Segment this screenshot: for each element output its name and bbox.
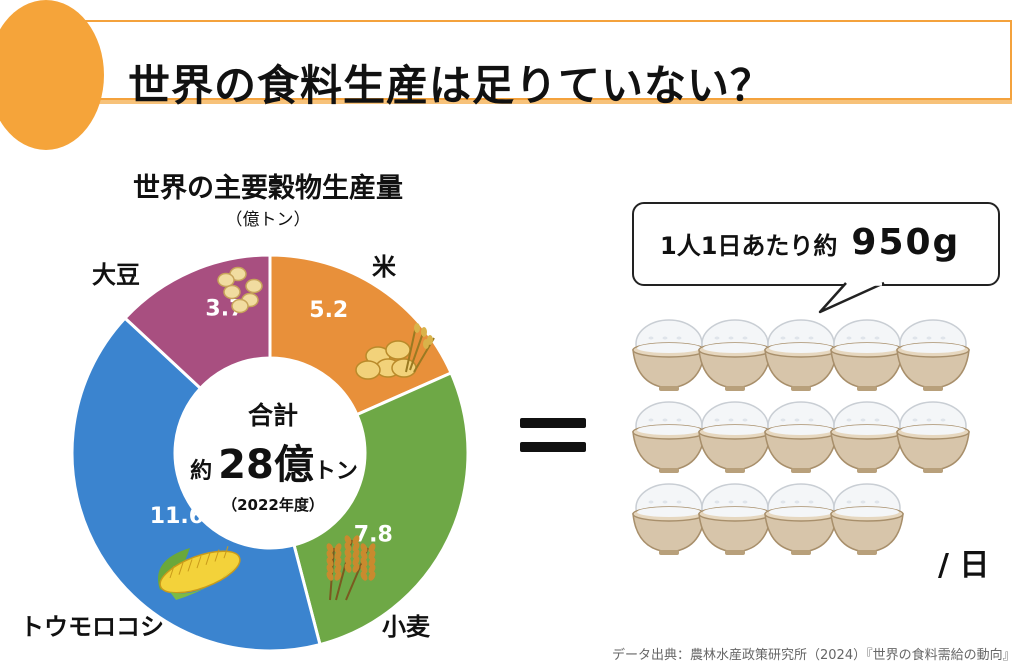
rice-bowl-icon	[632, 319, 706, 391]
soybean-icon	[217, 266, 263, 314]
center-total: 約 28億トン	[176, 432, 372, 490]
chart-unit: （億トン）	[225, 210, 311, 230]
rice-bowl-icon	[698, 483, 772, 555]
rice-bowl-icon	[698, 319, 772, 391]
category-label-soybean: 大豆	[92, 261, 140, 289]
data-source: データ出典：農林水産政策研究所（2024）『世界の食料需給の動向』	[612, 648, 1016, 663]
speech-bubble	[632, 202, 1000, 286]
rice-bowl-icon	[698, 401, 772, 473]
category-label-rice: 米	[372, 253, 396, 281]
center-year: （2022年度）	[222, 496, 324, 514]
speech-bubble-text: 1人1日あたり約 950g	[660, 222, 960, 263]
category-label-corn: トウモロコシ	[20, 613, 164, 641]
rice-bowl-icon	[830, 319, 904, 391]
rice-bowl-icon	[764, 401, 838, 473]
value-label-wheat: 7.8	[354, 522, 393, 547]
center-total-suffix: トン	[313, 459, 358, 484]
equals-sign	[520, 414, 586, 458]
slice-corn	[70, 316, 322, 653]
title-accent-circle	[0, 0, 104, 150]
center-total-caption: 合計	[247, 401, 298, 430]
corn-icon	[158, 546, 241, 600]
chart-title: 世界の主要穀物生産量	[133, 173, 403, 204]
rice-bowl-icon	[830, 483, 904, 555]
rice-bowl-icon	[632, 401, 706, 473]
rice-bowl-icon	[896, 401, 970, 473]
title-band: 世界の食料生産は足りていない？	[0, 0, 1012, 150]
page-title: 世界の食料生産は足りていない？	[128, 61, 774, 110]
equals-bar-top	[520, 418, 586, 428]
equals-bar-bottom	[520, 442, 586, 452]
per-day-label: / 日	[938, 548, 990, 583]
bubble-amount: 950g	[851, 222, 961, 263]
rice-bowl-icon	[764, 319, 838, 391]
rice-bowl-icon	[764, 483, 838, 555]
wheat-icon	[326, 535, 376, 601]
rice-bowl-icon	[632, 483, 706, 555]
center-total-prefix: 約	[190, 459, 213, 484]
value-label-corn: 11.6	[150, 504, 204, 529]
rice-bowl-icon	[896, 319, 970, 391]
category-label-wheat: 小麦	[382, 613, 431, 641]
value-label-rice: 5.2	[309, 298, 348, 323]
rice-sheaf-icon	[355, 323, 435, 380]
rice-bowl-icon	[830, 401, 904, 473]
bubble-prefix: 1人1日あたり約	[660, 232, 838, 260]
center-total-value: 28億	[218, 442, 314, 488]
